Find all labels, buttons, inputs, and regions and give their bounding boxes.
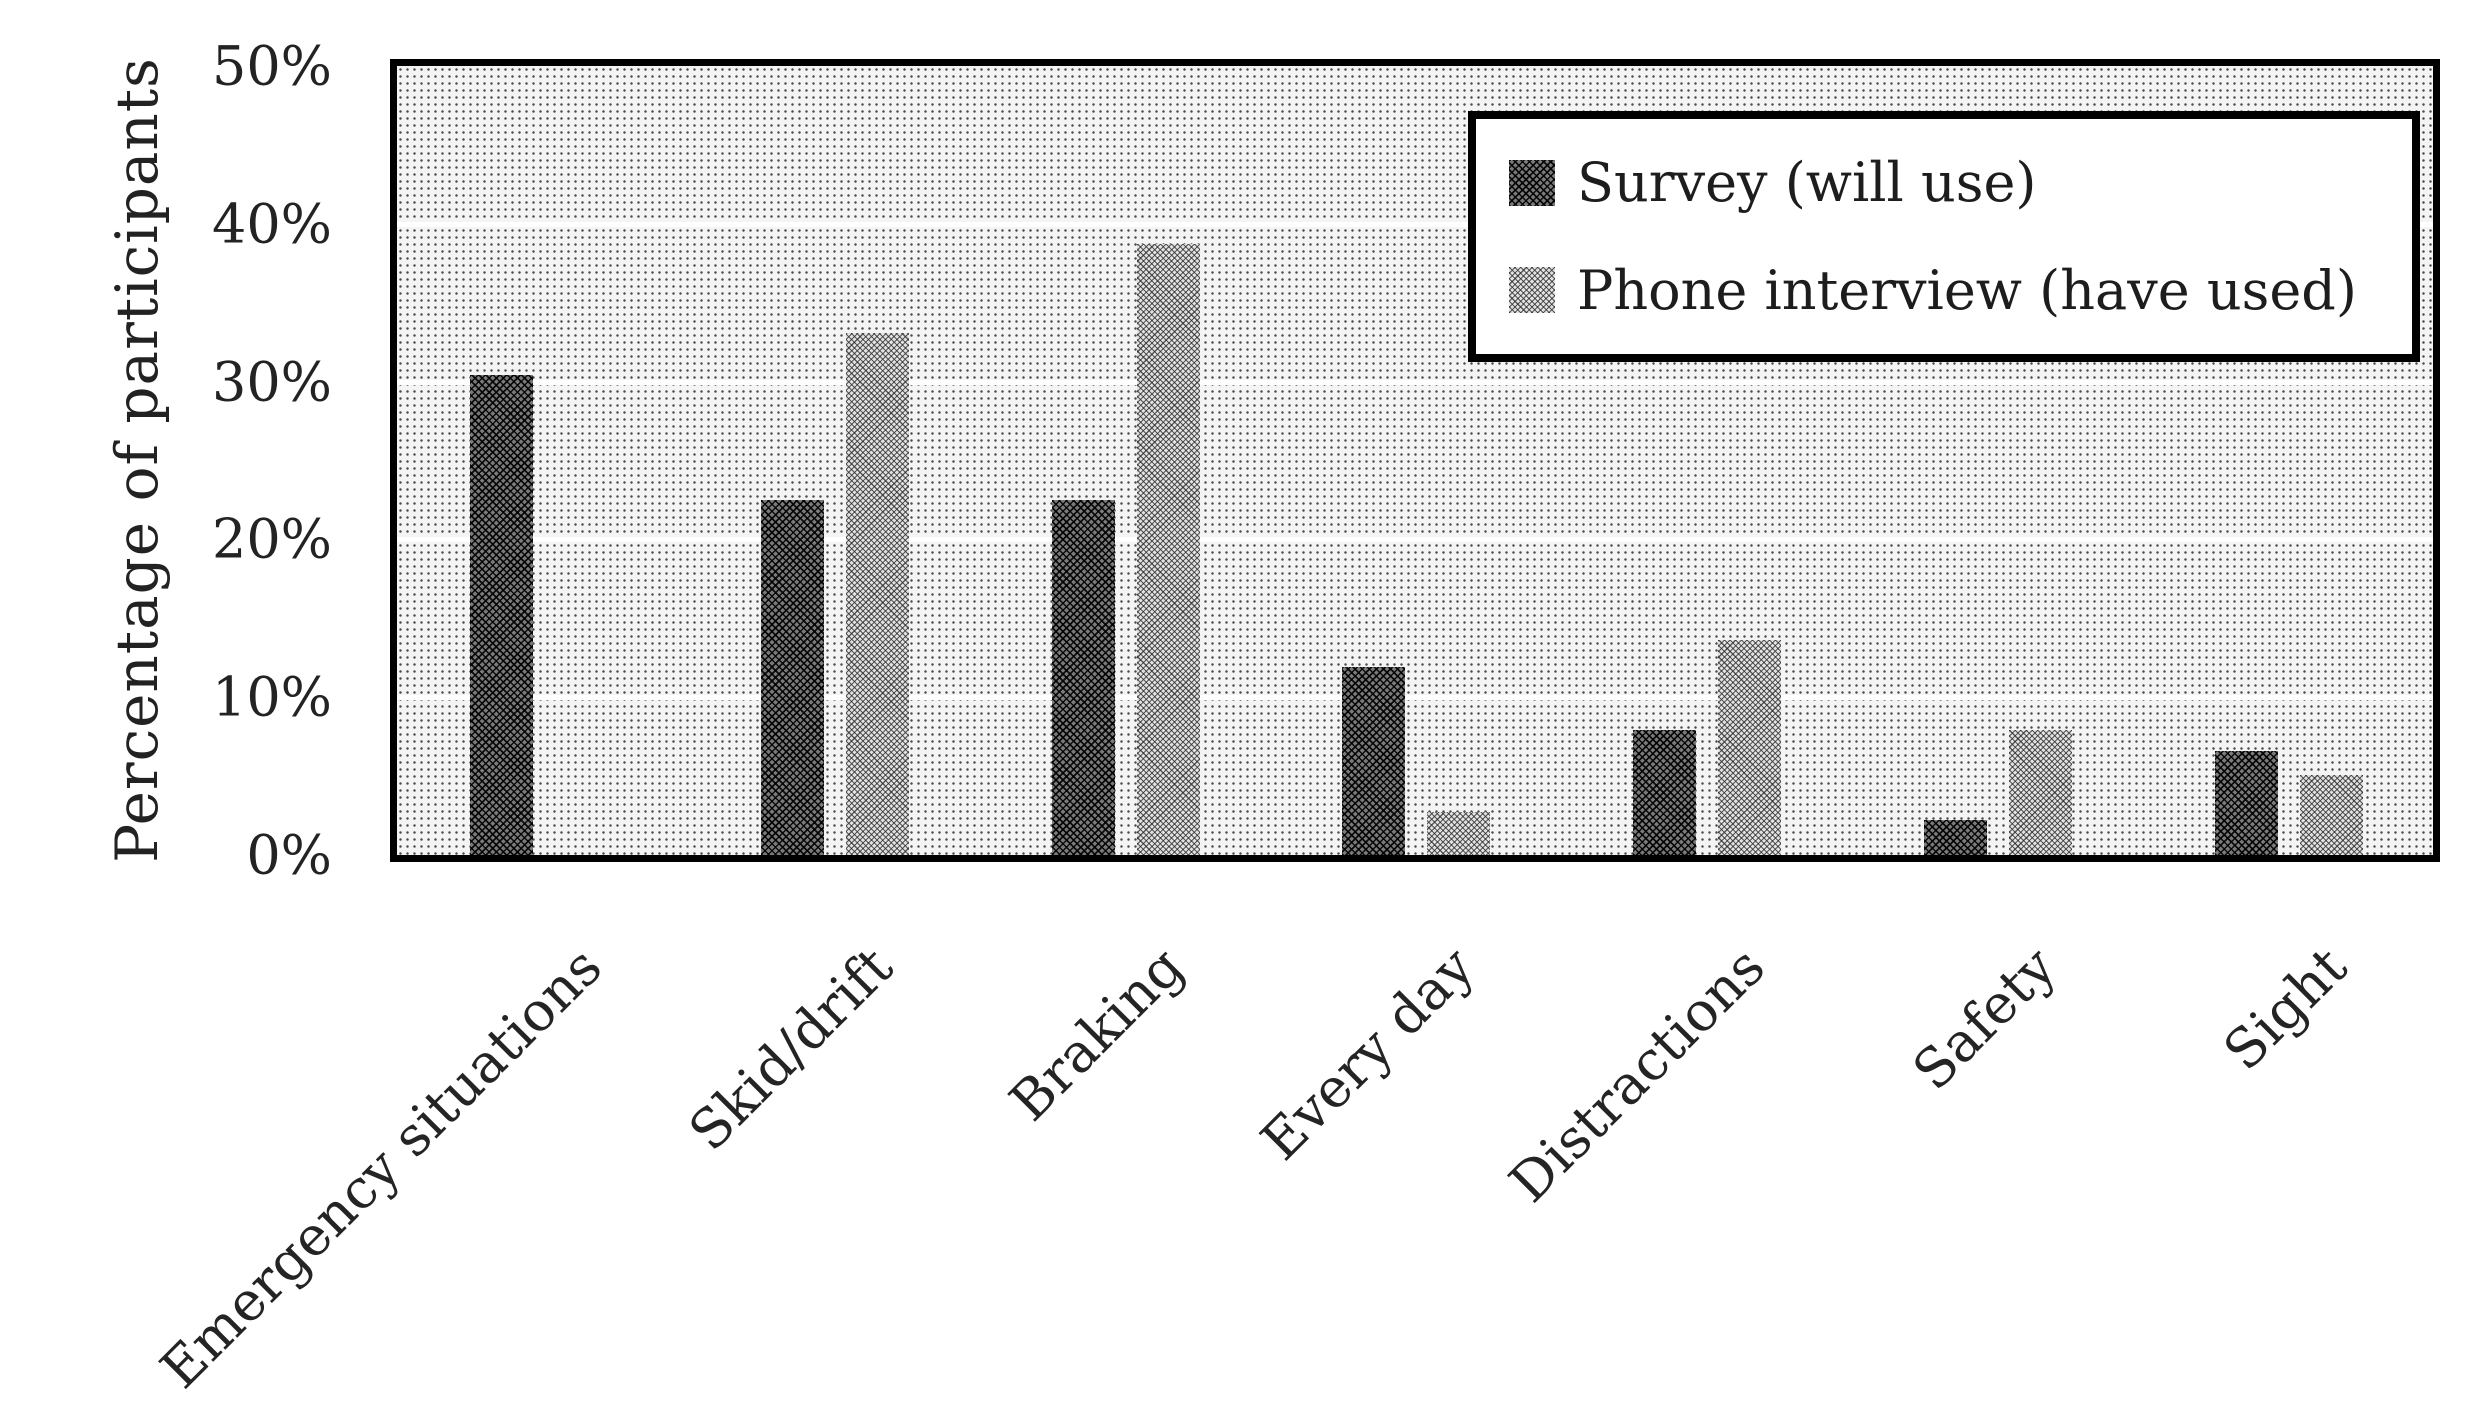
bar-survey-6 xyxy=(2214,750,2278,855)
gridline-40-percent xyxy=(397,221,2433,227)
y-tick-label-0: 0% xyxy=(246,823,332,887)
x-axis-label-1: Skid/drift xyxy=(676,935,905,1163)
y-tick-label-50: 50% xyxy=(211,34,332,98)
legend-label-phone-interview: Phone interview (have used) xyxy=(1577,258,2357,322)
x-axis-label-2: Braking xyxy=(997,935,1196,1134)
legend-item-phone-interview: Phone interview (have used) xyxy=(1509,259,2412,322)
bar-phone-interview-6 xyxy=(2299,774,2363,855)
y-axis-tick-labels: 0% 10% 20% 30% 40% 50% xyxy=(0,35,332,887)
x-axis-label-0: Emergency situations xyxy=(148,935,614,1401)
x-axis-label-4: Distractions xyxy=(1497,935,1777,1215)
bar-survey-4 xyxy=(1633,730,1697,855)
y-tick-label-30: 30% xyxy=(211,350,332,414)
bar-survey-3 xyxy=(1342,667,1406,855)
y-tick-label-10: 10% xyxy=(211,665,332,729)
survey-series-swatch-icon xyxy=(1509,159,1555,206)
legend: Survey (will use) Phone interview (have … xyxy=(1468,111,2420,362)
legend-item-survey: Survey (will use) xyxy=(1509,151,2412,214)
bar-survey-0 xyxy=(470,375,533,855)
y-tick-label-40: 40% xyxy=(211,192,332,256)
y-tick-label-20: 20% xyxy=(211,507,332,571)
bar-survey-2 xyxy=(1051,499,1115,855)
bar-phone-interview-2 xyxy=(1136,244,1200,855)
x-axis-label-6: Sight xyxy=(2211,935,2359,1083)
phone-interview-series-swatch-icon xyxy=(1509,267,1555,314)
bar-phone-interview-3 xyxy=(1427,812,1491,855)
bar-survey-1 xyxy=(760,499,824,855)
gridline-30-percent xyxy=(397,379,2433,385)
gridline-20-percent xyxy=(397,537,2433,543)
plot-area: Survey (will use) Phone interview (have … xyxy=(390,59,2440,862)
bar-phone-interview-5 xyxy=(2009,730,2072,855)
bar-phone-interview-1 xyxy=(845,332,909,855)
x-axis-label-5: Safety xyxy=(1900,935,2068,1103)
x-axis-label-3: Every day xyxy=(1248,935,1486,1173)
legend-label-survey: Survey (will use) xyxy=(1577,151,2037,215)
gridline-10-percent xyxy=(397,695,2433,701)
bar-phone-interview-4 xyxy=(1718,640,1782,855)
bar-survey-5 xyxy=(1924,820,1987,855)
